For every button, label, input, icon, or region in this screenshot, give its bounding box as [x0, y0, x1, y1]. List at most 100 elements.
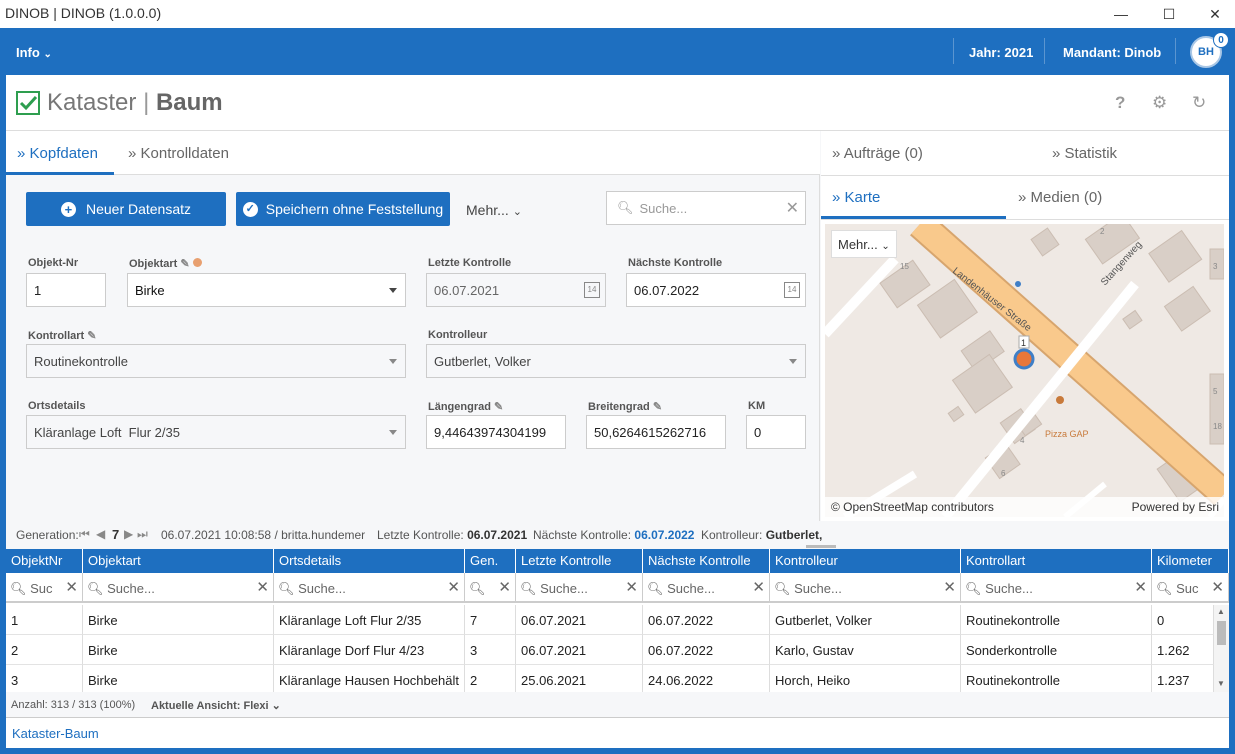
record-status-bar: Generation: ⏮ ◀ 7 ▶ ⏭ 06.07.2021 10:08:5… [6, 521, 822, 548]
search-icon: 🔍︎ [647, 581, 664, 596]
column-filter-input[interactable]: 🔍︎ Suche... ✕ [643, 573, 770, 603]
breitengrad-field[interactable]: 50,6264615262716 [586, 415, 726, 449]
edit-icon[interactable]: ✎ [180, 258, 190, 270]
info-label: Info [16, 45, 40, 60]
objektnr-field[interactable]: 1 [26, 273, 106, 307]
column-header[interactable]: ObjektNr [6, 549, 83, 573]
column-filter-input[interactable]: 🔍︎ Suche... ✕ [516, 573, 643, 603]
tree-marker-icon[interactable] [1013, 348, 1035, 370]
column-header[interactable]: Kilometer [1152, 549, 1229, 573]
data-grid: ObjektNr Objektart Ortsdetails Gen. Letz… [6, 549, 1229, 692]
clear-icon[interactable]: ✕ [943, 579, 956, 596]
ortsdetails-select[interactable]: Kläranlage Loft Flur 2/35 [26, 415, 406, 449]
search-input[interactable]: 🔍︎ Suche... ✕ [606, 191, 806, 225]
prev-record-icon[interactable]: ◀ [96, 527, 106, 541]
view-selector[interactable]: Aktuelle Ansicht: Flexi ⌄ [151, 699, 281, 712]
column-header[interactable]: Objektart [83, 549, 274, 573]
column-header[interactable]: Letzte Kontrolle [516, 549, 643, 573]
km-field[interactable]: 0 [746, 415, 806, 449]
clear-icon[interactable]: ✕ [447, 579, 460, 596]
client-selector[interactable]: Mandant: Dinob [1063, 45, 1162, 60]
column-filter-input[interactable]: 🔍︎ ✕ [465, 573, 516, 603]
clear-icon[interactable]: ✕ [1211, 579, 1224, 596]
year-selector[interactable]: Jahr: 2021 [969, 45, 1034, 60]
house-number: 18 [1213, 422, 1222, 431]
map-view[interactable]: Landenhäuser Straße Stangenweg Pizza GAP… [825, 224, 1224, 517]
info-menu[interactable]: Info ⌄ [16, 45, 52, 60]
column-filter-input[interactable]: 🔍︎ Suche... ✕ [961, 573, 1152, 603]
scroll-up-icon[interactable]: ▲ [1217, 607, 1225, 616]
clear-icon[interactable]: ✕ [65, 579, 78, 596]
close-button[interactable]: ✕ [1209, 5, 1221, 22]
clear-icon[interactable]: ✕ [498, 579, 511, 596]
scrollbar-thumb[interactable] [1217, 621, 1226, 645]
edit-icon[interactable]: ✎ [652, 401, 663, 413]
vertical-scrollbar[interactable]: ▲ ▼ [1214, 605, 1229, 692]
column-header[interactable]: Kontrollart [961, 549, 1152, 573]
clear-icon[interactable]: ✕ [785, 200, 799, 217]
tab-kopfdaten[interactable]: » Kopfdaten [17, 145, 98, 162]
clear-icon[interactable]: ✕ [625, 579, 638, 596]
clear-icon[interactable]: ✕ [1134, 579, 1147, 596]
tab-kontrolldaten[interactable]: » Kontrolldaten [128, 145, 229, 162]
column-filter-input[interactable]: 🔍︎ Suche... ✕ [274, 573, 465, 603]
window-titlebar: DINOB | DINOB (1.0.0.0) — ☐ ✕ [0, 0, 1235, 28]
naechste-kontrolle-field[interactable]: 06.07.2022 14 [626, 273, 806, 307]
maximize-button[interactable]: ☐ [1162, 5, 1176, 22]
map-more-button[interactable]: Mehr... ⌄ [831, 230, 897, 258]
table-row[interactable]: 1 Birke Kläranlage Loft Flur 2/35 7 06.07.20… [6, 605, 1214, 635]
more-dropdown[interactable]: Mehr... ⌄ [466, 202, 522, 218]
record-count: Anzahl: 313 / 313 (100%) [11, 699, 136, 711]
refresh-icon[interactable]: ↻ [1192, 93, 1207, 112]
select-value: Gutberlet, Volker [434, 353, 531, 369]
column-header[interactable]: Ortsdetails [274, 549, 465, 573]
table-cell: 1 [6, 605, 83, 635]
edit-icon[interactable]: ✎ [494, 401, 504, 413]
splitter-handle[interactable] [806, 545, 836, 548]
divider [1044, 38, 1045, 64]
minimize-button[interactable]: — [1114, 6, 1128, 22]
gear-icon[interactable]: ⚙ [1152, 93, 1168, 112]
table-row[interactable]: 3 Birke Kläranlage Hausen Hochbehält 2 25.06… [6, 665, 1214, 692]
tab-statistik[interactable]: » Statistik [1052, 145, 1118, 162]
table-cell: 0 [1152, 605, 1214, 635]
next-record-icon[interactable]: ▶ [124, 527, 134, 541]
table-cell: 1.237 [1152, 665, 1214, 692]
column-header[interactable]: Nächste Kontrolle [643, 549, 770, 573]
checkmark-logo-icon [16, 91, 40, 115]
tab-medien[interactable]: » Medien (0) [1018, 189, 1103, 206]
clear-icon[interactable]: ✕ [256, 579, 269, 596]
table-cell: 1.262 [1152, 635, 1214, 665]
column-filter-input[interactable]: 🔍︎ Suche... ✕ [83, 573, 274, 603]
kontrolleur-select[interactable]: Gutberlet, Volker [426, 344, 806, 378]
column-header[interactable]: Kontrolleur [770, 549, 961, 573]
poi-label: Pizza GAP [1045, 429, 1089, 439]
map-canvas[interactable]: Landenhäuser Straße Stangenweg Pizza GAP… [825, 224, 1224, 517]
tab-auftraege[interactable]: » Aufträge (0) [832, 145, 923, 162]
kontrollart-select[interactable]: Routinekontrolle [26, 344, 406, 378]
clear-icon[interactable]: ✕ [752, 579, 765, 596]
new-record-button[interactable]: + Neuer Datensatz [26, 192, 226, 226]
column-filter-input[interactable]: 🔍︎ Suche... ✕ [770, 573, 961, 603]
column-filter-input[interactable]: 🔍︎ Suc ✕ [1152, 573, 1229, 603]
tab-karte[interactable]: » Karte [832, 189, 881, 206]
column-filter-input[interactable]: 🔍︎ Suc ✕ [6, 573, 83, 603]
letzte-kontrolle-field[interactable]: 06.07.2021 14 [426, 273, 606, 307]
first-record-icon[interactable]: ⏮ [79, 527, 90, 541]
table-row[interactable]: 2 Birke Kläranlage Dorf Flur 4/23 3 06.07.20… [6, 635, 1214, 665]
more-label: Mehr... [466, 202, 509, 218]
edit-icon[interactable]: ✎ [87, 330, 97, 342]
grid-footer: Anzahl: 313 / 313 (100%) Aktuelle Ansich… [6, 692, 1229, 717]
last-record-icon[interactable]: ⏭ [137, 527, 148, 541]
objektart-select[interactable]: Birke [127, 273, 406, 307]
title-separator: | [143, 89, 150, 116]
tab-kataster-baum[interactable]: Kataster-Baum [12, 726, 99, 741]
scroll-down-icon[interactable]: ▼ [1217, 679, 1225, 688]
filter-placeholder: Suche... [667, 581, 715, 596]
laengengrad-field[interactable]: 9,44643974304199 [426, 415, 566, 449]
column-header[interactable]: Gen. [465, 549, 516, 573]
help-icon[interactable]: ? [1115, 93, 1126, 112]
calendar-icon[interactable]: 14 [784, 282, 800, 298]
calendar-icon[interactable]: 14 [584, 282, 600, 298]
save-button[interactable]: ✓ Speichern ohne Feststellung [236, 192, 450, 226]
